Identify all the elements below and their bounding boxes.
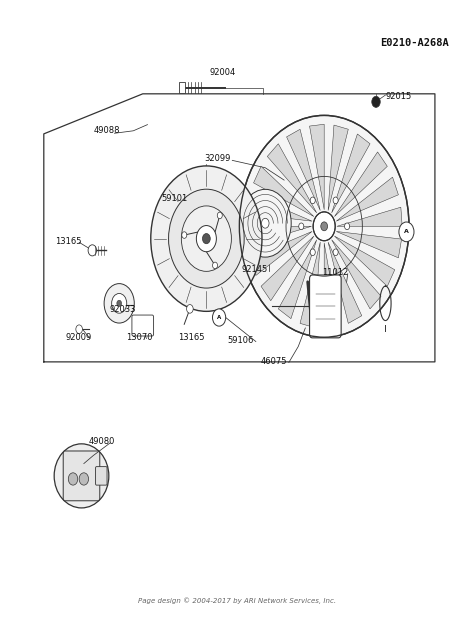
Polygon shape	[287, 129, 320, 210]
Polygon shape	[267, 144, 317, 213]
Circle shape	[112, 293, 127, 313]
Text: 46075: 46075	[261, 357, 287, 366]
Circle shape	[217, 212, 222, 219]
Polygon shape	[337, 207, 402, 227]
Circle shape	[333, 197, 338, 204]
Polygon shape	[324, 243, 339, 328]
Circle shape	[182, 232, 187, 238]
Circle shape	[151, 166, 262, 311]
Text: E0210-A268A: E0210-A268A	[380, 38, 449, 48]
Ellipse shape	[54, 444, 109, 508]
Circle shape	[321, 222, 328, 231]
Circle shape	[79, 473, 89, 485]
Circle shape	[299, 223, 304, 230]
Circle shape	[196, 225, 216, 252]
Text: 13165: 13165	[178, 333, 205, 342]
Polygon shape	[328, 125, 348, 210]
Circle shape	[372, 97, 380, 107]
Circle shape	[88, 245, 97, 256]
Circle shape	[262, 219, 269, 228]
FancyBboxPatch shape	[310, 275, 341, 338]
Polygon shape	[332, 134, 370, 213]
Circle shape	[239, 115, 409, 337]
Circle shape	[212, 262, 218, 269]
Polygon shape	[246, 227, 311, 245]
Circle shape	[117, 300, 121, 306]
FancyBboxPatch shape	[96, 467, 107, 485]
Text: 92015: 92015	[385, 92, 412, 102]
Circle shape	[212, 309, 226, 326]
Polygon shape	[250, 232, 312, 275]
Circle shape	[313, 212, 335, 241]
Circle shape	[333, 249, 338, 256]
Polygon shape	[335, 152, 387, 217]
Text: 92004: 92004	[210, 67, 236, 77]
Polygon shape	[335, 236, 395, 287]
Text: 13165: 13165	[55, 237, 82, 246]
FancyBboxPatch shape	[179, 82, 185, 93]
Polygon shape	[310, 124, 324, 210]
Text: 92033: 92033	[110, 305, 136, 314]
Polygon shape	[261, 236, 314, 301]
Circle shape	[399, 222, 414, 241]
Text: 59106: 59106	[228, 336, 254, 345]
Circle shape	[76, 325, 82, 334]
FancyBboxPatch shape	[63, 451, 100, 501]
Circle shape	[68, 473, 78, 485]
Text: A: A	[217, 315, 221, 320]
Polygon shape	[254, 167, 314, 217]
Circle shape	[345, 223, 350, 230]
Polygon shape	[332, 240, 381, 309]
Circle shape	[310, 197, 315, 204]
Text: 49080: 49080	[89, 438, 115, 446]
Text: 49088: 49088	[93, 126, 120, 136]
Text: 92145: 92145	[242, 265, 268, 274]
Polygon shape	[300, 242, 320, 327]
Text: 32099: 32099	[204, 154, 230, 163]
Text: 92009: 92009	[65, 333, 91, 342]
Text: 11012: 11012	[322, 268, 348, 277]
Text: 59101: 59101	[162, 194, 188, 203]
Polygon shape	[336, 232, 401, 258]
Polygon shape	[336, 177, 398, 221]
Text: Page design © 2004-2017 by ARI Network Services, Inc.: Page design © 2004-2017 by ARI Network S…	[138, 597, 336, 604]
Text: A: A	[404, 230, 409, 235]
Circle shape	[202, 233, 210, 244]
Polygon shape	[247, 195, 312, 221]
Circle shape	[169, 189, 244, 288]
Text: 13070: 13070	[126, 333, 153, 342]
Circle shape	[104, 284, 134, 323]
Circle shape	[310, 249, 315, 256]
Circle shape	[239, 189, 291, 257]
Circle shape	[187, 305, 193, 313]
Polygon shape	[278, 240, 317, 319]
FancyBboxPatch shape	[132, 315, 154, 336]
Circle shape	[182, 206, 231, 271]
Polygon shape	[328, 242, 362, 323]
